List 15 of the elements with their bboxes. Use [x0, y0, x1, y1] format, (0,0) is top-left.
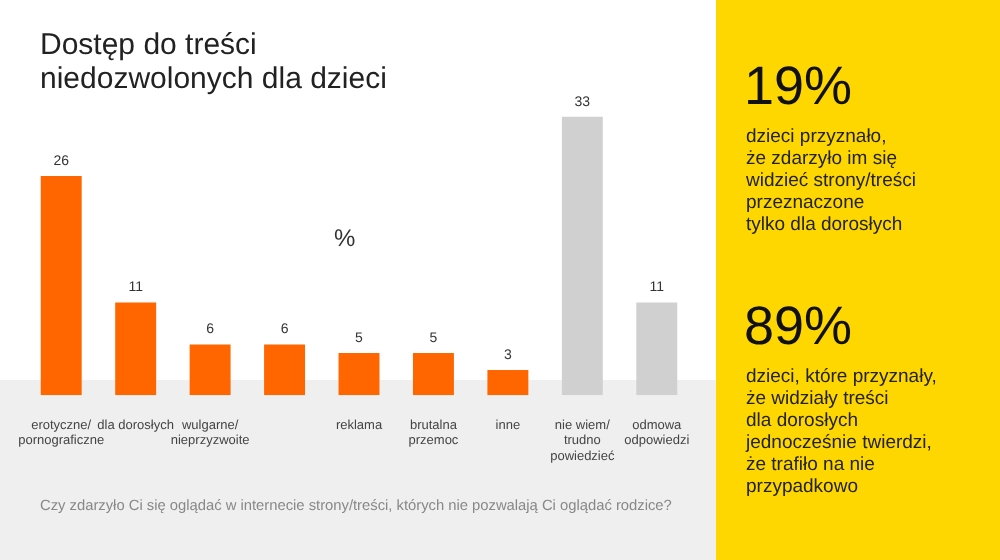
- text: 89%: [744, 296, 853, 358]
- bar: [264, 344, 306, 396]
- text: dzieci, które przyznały, że widziały treści dla dorosłych jednocześnie twierdzi, że trafiło na nie przypadkowo: [746, 366, 937, 498]
- bar: [40, 175, 82, 396]
- bar: [487, 369, 529, 396]
- bar: [412, 353, 454, 396]
- bar: [338, 353, 380, 396]
- text: dzieci przyznało, że zdarzyło im się widzieć strony/treści przeznaczone tylko dla dorosłych: [746, 126, 916, 236]
- bar: [189, 344, 231, 396]
- text: 19%: [744, 56, 853, 118]
- bar: [561, 116, 603, 396]
- annotation: %: [334, 224, 356, 252]
- chart-title: Dostęp do treści niedozwolonych dla dzieci: [40, 28, 389, 96]
- bar: [636, 302, 678, 396]
- bar: [115, 302, 157, 396]
